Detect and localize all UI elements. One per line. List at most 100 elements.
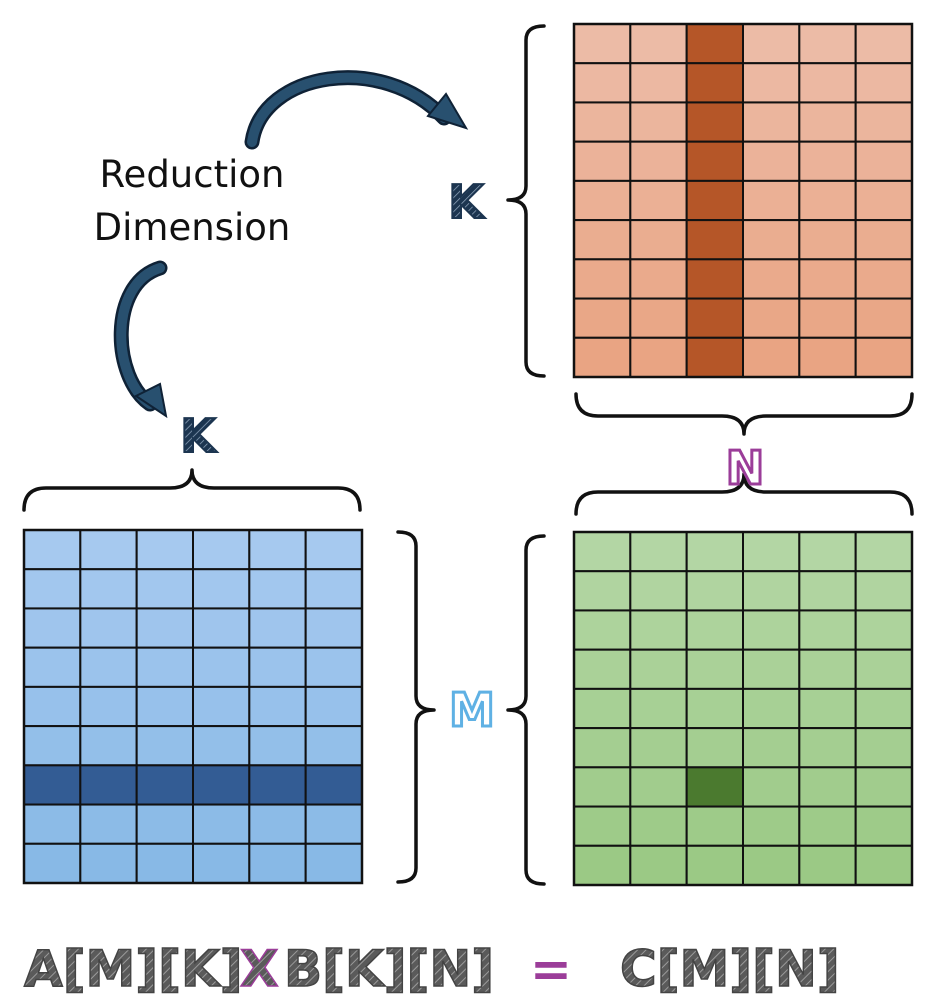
label-k-a: K (180, 409, 218, 463)
matrix-b-cell (629, 62, 688, 104)
matrix-a-cell (304, 607, 363, 649)
matrix-b-cell (573, 23, 632, 65)
matrix-a-cell (248, 803, 307, 845)
formula-equals: = (530, 940, 572, 998)
matrix-c-cell (685, 727, 745, 769)
matrix-c-cell (573, 766, 632, 808)
matrix-a-cell (135, 607, 195, 649)
formula-times: X (240, 940, 279, 998)
matrix-b-cell (685, 179, 745, 222)
matrix-c-cell (685, 687, 745, 730)
matrix-a-cell (135, 529, 195, 571)
matrix-a-cell (135, 725, 195, 767)
matrix-b-cell (742, 179, 801, 222)
matrix-c-cell (854, 844, 914, 886)
matrix-a-cell (23, 803, 82, 845)
matrix-c-cell (629, 531, 688, 573)
brace-k-a (22, 468, 362, 512)
matrix-c-cell (629, 844, 688, 886)
matrix-a-cell (304, 803, 363, 845)
matrix-a-cell (23, 842, 82, 884)
matrix-b-cell (798, 258, 857, 300)
matrix-b-cell (742, 62, 801, 104)
matrix-b-cell (573, 297, 632, 339)
matrix-c-cell (742, 766, 801, 808)
matrix-b-cell (742, 219, 801, 261)
matrix-b-cell (798, 336, 857, 378)
matrix-b-cell (798, 140, 857, 182)
matrix-c-cell (854, 531, 914, 573)
matrix-a-cell (79, 568, 138, 610)
matrix-c-cell (798, 531, 857, 573)
matrix-c-cell (798, 727, 857, 769)
matrix-a-cell (79, 646, 138, 688)
matrix-c-cell (573, 609, 632, 651)
brace-m-a (396, 530, 436, 884)
brace-n-b (574, 392, 914, 436)
matrix-b-cell (854, 140, 914, 182)
matrix-b-cell (629, 336, 688, 378)
matrix-c-cell (573, 727, 632, 769)
matrix-b-cell (798, 62, 857, 104)
matrix-a-cell (23, 568, 82, 610)
matrix-b-cell (629, 23, 688, 65)
matrix-b-cell (573, 140, 632, 182)
matrix-a-cell (248, 607, 307, 649)
matrix-b-cell (629, 219, 688, 261)
matrix-a-cell (135, 646, 195, 688)
matrix-b-cell (685, 101, 745, 143)
matrix-b-cell (742, 336, 801, 378)
matrix-a-cell (79, 764, 138, 806)
matrix-a (22, 528, 364, 885)
matrix-c-cell (629, 805, 688, 847)
arrow-to-b-icon (244, 70, 469, 150)
formula: A[M][K] X B[K][N] = C[M][N] (23, 939, 840, 999)
matrix-b (572, 22, 914, 379)
matrix-a-cell (248, 685, 307, 728)
matrix-a-cell (248, 568, 307, 610)
matrix-a-cell (192, 685, 251, 728)
matrix-c-cell (854, 570, 914, 612)
matrix-c-cell (573, 648, 632, 690)
matrix-a-cell (248, 646, 307, 688)
matrix-a-cell (79, 803, 138, 845)
matrix-b-cell (742, 258, 801, 300)
matrix-a-cell (23, 646, 82, 688)
matrix-b-cell (742, 297, 801, 339)
matrix-c-cell (685, 805, 745, 847)
matrix-b-cell (854, 258, 914, 300)
matrix-b-cell (685, 297, 745, 339)
matrix-c-cell (573, 531, 632, 573)
matrix-b-cell (573, 219, 632, 261)
label-n: N (726, 441, 765, 495)
matrix-c-cell (742, 844, 801, 886)
matrix-a-cell (248, 529, 307, 571)
matrix-b-cell (629, 258, 688, 300)
matrix-a-cell (192, 764, 251, 806)
matrix-b-cell (573, 101, 632, 143)
matrix-b-cell (573, 179, 632, 222)
matrix-c-cell (854, 727, 914, 769)
matrix-b-cell (685, 23, 745, 65)
matrix-c-cell (629, 687, 688, 730)
matrix-a-cell (248, 764, 307, 806)
matrix-a-cell (135, 803, 195, 845)
arrow-to-a-icon (113, 260, 168, 419)
matrix-b-cell (629, 297, 688, 339)
matrix-c-cell (798, 805, 857, 847)
matrix-c-cell (742, 531, 801, 573)
brace-m-c (506, 534, 546, 886)
matrix-a-cell (304, 842, 363, 884)
brace-k-b (506, 24, 546, 378)
matrix-c-cell (629, 570, 688, 612)
matrix-b-cell (798, 179, 857, 222)
matrix-c-cell (742, 687, 801, 730)
matrix-c-cell (685, 648, 745, 690)
matrix-c-cell (742, 609, 801, 651)
matrix-c-cell (798, 844, 857, 886)
matrix-b-cell (573, 62, 632, 104)
matrix-a-cell (79, 529, 138, 571)
annotation-line-2: Dimension (94, 206, 291, 249)
matrix-b-cell (685, 140, 745, 182)
